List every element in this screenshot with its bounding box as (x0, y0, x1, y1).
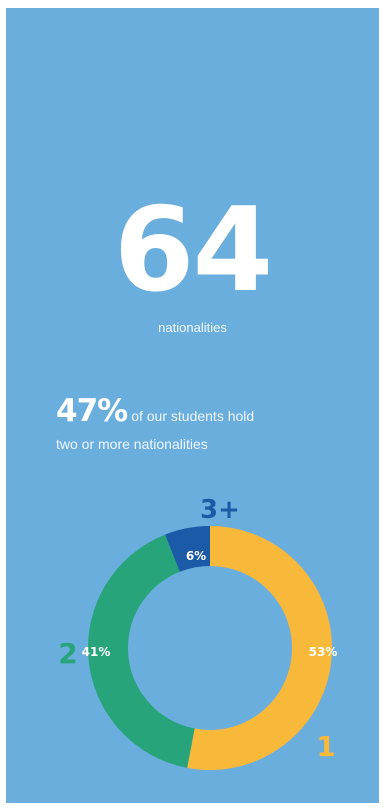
nationality-donut-chart: 53% 41% 6% 1 2 3+ (58, 495, 338, 771)
value-label-segment-2: 41% (82, 645, 111, 659)
category-label-segment-1: 1 (316, 730, 335, 763)
category-label-segment-2: 2 (58, 637, 77, 670)
value-label-segment-3plus: 6% (186, 549, 206, 563)
donut-segment-3plus (165, 526, 210, 572)
category-label-segment-3plus: 3+ (200, 495, 240, 525)
nationalities-count: 64 (113, 183, 273, 318)
infographic-panel: 64 nationalities 47% of our students hold… (6, 8, 379, 803)
stat-text-line2: two or more nationalities (56, 436, 208, 452)
nationalities-caption: nationalities (158, 320, 227, 335)
donut-segment-2 (88, 534, 195, 768)
donut-segment-1 (187, 526, 333, 771)
value-label-segment-1: 53% (309, 645, 338, 659)
multi-nationality-percent: 47% (56, 393, 128, 429)
multi-nationality-stat: 47% of our students hold (56, 396, 376, 427)
stat-text-line1: of our students hold (131, 408, 255, 424)
